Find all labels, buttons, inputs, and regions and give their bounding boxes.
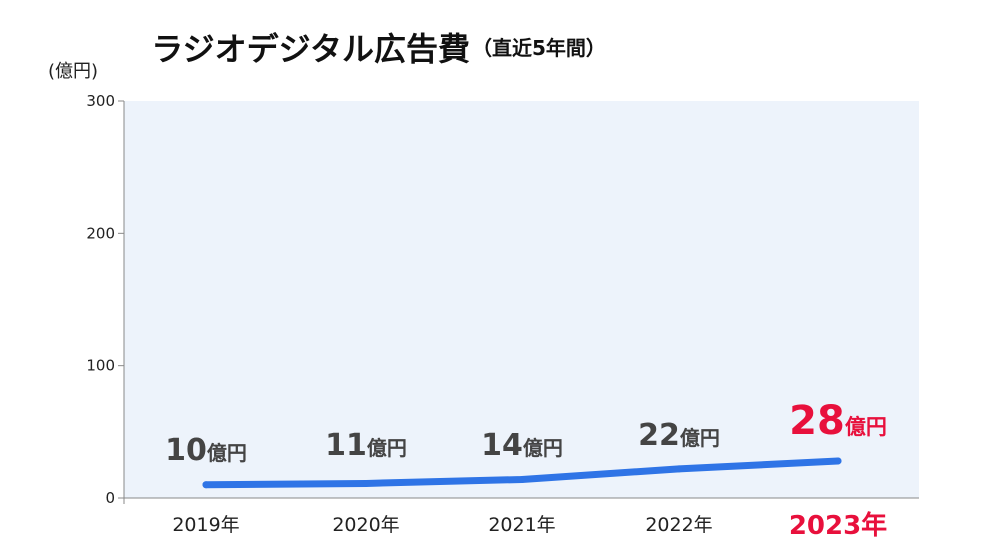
- plot-area: [124, 101, 919, 498]
- x-tick-label: 2019年: [172, 514, 239, 536]
- data-label-unit: 億円: [367, 436, 407, 460]
- chart-title-main: ラジオデジタル広告費: [151, 30, 470, 68]
- data-point: [675, 465, 683, 473]
- chart-subtitle: （直近5年間）: [472, 36, 606, 60]
- data-label: 14億円: [481, 428, 563, 463]
- y-tick-label: 100: [86, 357, 115, 375]
- x-tick-label: 2022年: [645, 514, 712, 536]
- data-label-unit: 億円: [523, 436, 563, 460]
- x-tick-label: 2021年: [488, 514, 555, 536]
- y-tick-label: 200: [86, 224, 115, 242]
- data-label-value: 22: [638, 418, 680, 453]
- y-tick-label: 0: [105, 489, 115, 507]
- data-point: [518, 475, 526, 483]
- x-ticks: 2019年 2020年 2021年 2022年 2023年: [172, 510, 887, 541]
- data-label-value: 10: [165, 433, 207, 468]
- data-label-value: 14: [481, 428, 523, 463]
- y-tick-label: 300: [86, 92, 115, 110]
- data-label-unit: 億円: [845, 415, 887, 439]
- data-label: 28億円: [789, 398, 887, 444]
- data-point: [834, 457, 842, 465]
- x-tick-label: 2023年: [789, 510, 887, 541]
- axes: [118, 101, 919, 504]
- data-point: [202, 481, 210, 489]
- data-point: [362, 479, 370, 487]
- data-label-value: 11: [325, 428, 367, 463]
- data-label-value: 28: [789, 398, 845, 444]
- y-ticks: 0 100 200 300: [86, 92, 124, 507]
- series-layer: [202, 457, 842, 489]
- x-tick-label: 2020年: [332, 514, 399, 536]
- data-label: 10億円: [165, 433, 247, 468]
- data-label-unit: 億円: [207, 441, 247, 465]
- data-labels: 10億円 11億円 14億円 22億円 28億円: [165, 398, 887, 468]
- chart-title: ラジオデジタル広告費: [151, 30, 470, 68]
- data-label: 11億円: [325, 428, 407, 463]
- y-axis-unit-label: (億円): [48, 61, 98, 82]
- data-label: 22億円: [638, 418, 720, 453]
- data-label-unit: 億円: [680, 426, 720, 450]
